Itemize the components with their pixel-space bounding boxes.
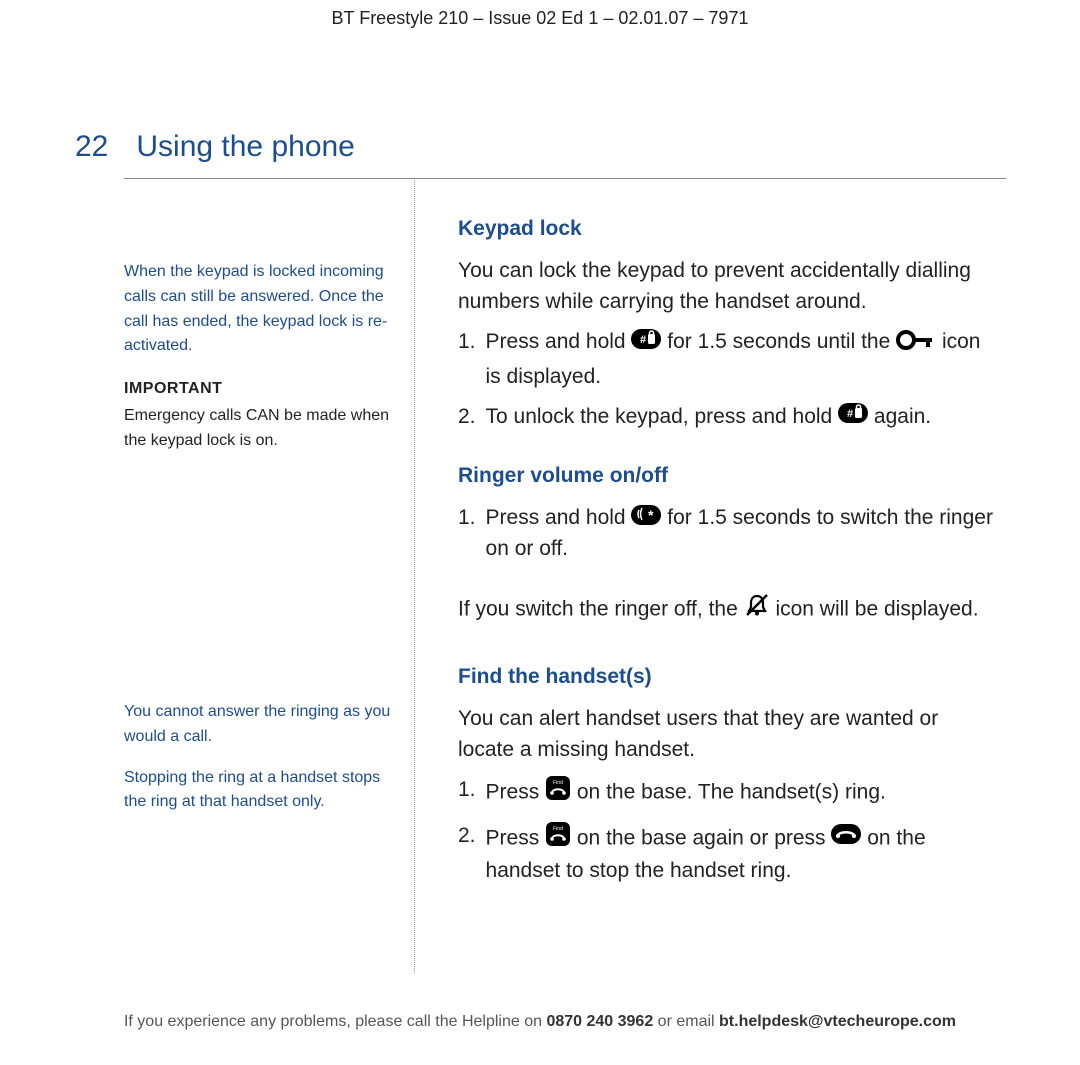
text-fragment: on the base again or press (577, 826, 832, 849)
svg-text:#: # (847, 408, 853, 420)
sidebar-note-keypad: When the keypad is locked incoming calls… (124, 260, 394, 359)
horizontal-rule (124, 178, 1006, 179)
sidebar-note-find-1: You cannot answer the ringing as you wou… (124, 700, 394, 750)
find-intro: You can alert handset users that they ar… (458, 704, 998, 765)
list-number: 1. (458, 327, 476, 392)
key-shape-icon (896, 328, 936, 361)
text-fragment: Press (486, 826, 546, 849)
ringer-steps: 1. Press and hold * for 1.5 seconds to s… (458, 503, 998, 564)
list-number: 2. (458, 402, 476, 433)
sidebar-important-body: Emergency calls CAN be made when the key… (124, 404, 394, 454)
find-steps: 1. Press Find on the base. The handset(s… (458, 775, 998, 886)
find-step-1: 1. Press Find on the base. The handset(s… (458, 775, 998, 810)
sidebar-note-find-2: Stopping the ring at a handset stops the… (124, 766, 394, 816)
end-call-key-icon (831, 823, 861, 853)
ringer-after: If you switch the ringer off, the icon w… (458, 592, 998, 627)
text-fragment: Press and hold (486, 506, 632, 529)
footer-mid: or email (653, 1013, 719, 1030)
star-ringer-key-icon: * (631, 504, 661, 534)
section-heading-keypad-lock: Keypad lock (458, 214, 998, 244)
text-fragment: again. (874, 405, 931, 428)
footer-pre: If you experience any problems, please c… (124, 1013, 546, 1030)
footer-phone: 0870 240 3962 (546, 1013, 653, 1030)
text-fragment: Press (486, 780, 546, 803)
page-title-row: 22 Using the phone (75, 130, 1005, 164)
footer-email: bt.helpdesk@vtecheurope.com (719, 1013, 956, 1030)
keypad-intro: You can lock the keypad to prevent accid… (458, 256, 998, 317)
keypad-step-1: 1. Press and hold # for 1.5 seconds unti… (458, 327, 998, 392)
sidebar-notes-bottom: You cannot answer the ringing as you wou… (124, 700, 394, 831)
page-number: 22 (75, 130, 108, 164)
bell-off-icon (744, 592, 770, 627)
text-fragment: To unlock the keypad, press and hold (486, 405, 839, 428)
keypad-steps: 1. Press and hold # for 1.5 seconds unti… (458, 327, 998, 433)
find-handset-key-icon: Find (545, 821, 571, 856)
page-title: Using the phone (136, 130, 355, 164)
sidebar-notes-top: When the keypad is locked incoming calls… (124, 260, 394, 454)
ringer-step-1: 1. Press and hold * for 1.5 seconds to s… (458, 503, 998, 564)
find-handset-key-icon: Find (545, 775, 571, 810)
text-fragment: on the base. The handset(s) ring. (577, 780, 886, 803)
svg-text:*: * (648, 507, 654, 523)
list-number: 1. (458, 775, 476, 810)
hash-lock-key-icon: # (631, 328, 661, 358)
text-fragment: for 1.5 seconds until the (667, 330, 896, 353)
svg-text:Find: Find (553, 780, 563, 786)
text-fragment: icon will be displayed. (775, 598, 978, 621)
footer-helpline: If you experience any problems, please c… (0, 1013, 1080, 1031)
svg-text:#: # (640, 334, 646, 346)
sidebar-important-label: IMPORTANT (124, 377, 394, 402)
section-heading-find: Find the handset(s) (458, 662, 998, 692)
document-header: BT Freestyle 210 – Issue 02 Ed 1 – 02.01… (0, 0, 1080, 29)
text-fragment: Press and hold (486, 330, 632, 353)
hash-lock-key-icon: # (838, 402, 868, 432)
main-content: Keypad lock You can lock the keypad to p… (458, 214, 998, 914)
list-number: 2. (458, 821, 476, 887)
list-number: 1. (458, 503, 476, 564)
svg-text:Find: Find (553, 826, 563, 832)
section-heading-ringer: Ringer volume on/off (458, 461, 998, 491)
find-step-2: 2. Press Find on the base again or press… (458, 821, 998, 887)
vertical-divider (414, 178, 415, 973)
text-fragment: If you switch the ringer off, the (458, 598, 744, 621)
keypad-step-2: 2. To unlock the keypad, press and hold … (458, 402, 998, 433)
